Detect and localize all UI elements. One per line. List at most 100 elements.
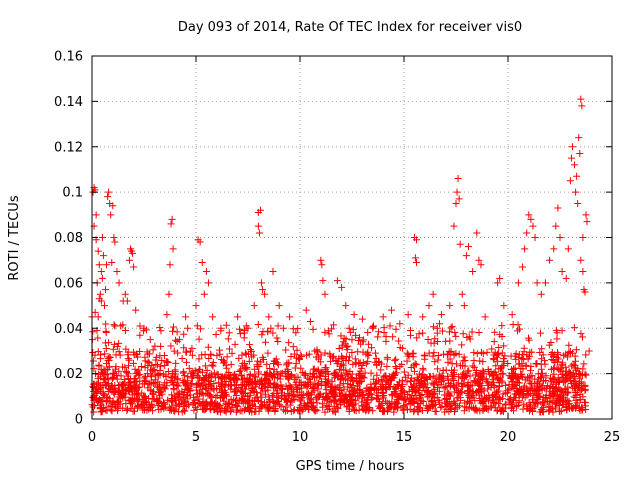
data-point bbox=[559, 359, 567, 367]
data-point bbox=[563, 389, 571, 397]
data-point bbox=[359, 336, 367, 344]
data-point bbox=[125, 356, 133, 364]
data-point bbox=[321, 290, 329, 298]
data-point bbox=[563, 396, 571, 404]
data-point bbox=[315, 379, 323, 387]
data-point bbox=[254, 222, 262, 230]
data-point bbox=[185, 401, 193, 409]
data-point bbox=[277, 381, 285, 389]
data-point bbox=[245, 341, 253, 349]
data-point bbox=[395, 395, 403, 403]
data-point bbox=[546, 392, 554, 400]
data-point bbox=[512, 382, 520, 390]
data-point bbox=[110, 373, 118, 381]
data-point bbox=[340, 385, 348, 393]
data-point bbox=[411, 367, 419, 375]
data-point bbox=[435, 371, 443, 379]
data-point bbox=[273, 383, 281, 391]
data-point bbox=[248, 408, 256, 416]
data-point bbox=[91, 308, 99, 316]
data-point bbox=[551, 388, 559, 396]
data-point bbox=[220, 397, 228, 405]
data-point bbox=[523, 229, 531, 237]
data-point bbox=[118, 380, 126, 388]
x-tick-label: 5 bbox=[192, 430, 200, 445]
data-point bbox=[223, 364, 231, 372]
data-point bbox=[403, 357, 411, 365]
data-point bbox=[365, 340, 373, 348]
data-point bbox=[334, 357, 342, 365]
data-point bbox=[216, 394, 224, 402]
data-point bbox=[517, 373, 525, 381]
data-point bbox=[202, 390, 210, 398]
data-point bbox=[170, 323, 177, 331]
data-point bbox=[131, 365, 139, 373]
data-point bbox=[438, 327, 446, 335]
data-point bbox=[392, 384, 400, 392]
data-point bbox=[372, 395, 380, 403]
data-point bbox=[324, 378, 332, 386]
data-point bbox=[127, 382, 135, 390]
data-point bbox=[387, 403, 395, 411]
data-point bbox=[547, 374, 555, 382]
data-point bbox=[386, 375, 394, 383]
data-point bbox=[257, 384, 265, 392]
data-point bbox=[237, 381, 245, 389]
data-point bbox=[324, 405, 332, 413]
data-point bbox=[115, 348, 123, 356]
data-point bbox=[545, 341, 553, 349]
data-point bbox=[537, 360, 545, 368]
data-point bbox=[539, 377, 547, 385]
data-point bbox=[294, 325, 302, 333]
data-point bbox=[270, 365, 278, 373]
data-point bbox=[471, 397, 479, 405]
data-point bbox=[93, 380, 101, 388]
data-point bbox=[271, 358, 279, 366]
data-point bbox=[578, 385, 586, 393]
data-point bbox=[99, 389, 107, 397]
data-point bbox=[351, 392, 359, 400]
data-point bbox=[186, 347, 194, 355]
data-point bbox=[309, 325, 317, 333]
data-point bbox=[432, 408, 440, 416]
data-point bbox=[562, 363, 570, 371]
data-point bbox=[392, 325, 400, 333]
data-point bbox=[113, 375, 121, 383]
data-point bbox=[390, 408, 398, 416]
data-point bbox=[270, 371, 278, 379]
data-point bbox=[97, 366, 105, 374]
y-tick-label: 0.08 bbox=[54, 231, 83, 246]
data-point bbox=[188, 351, 196, 359]
data-point bbox=[459, 371, 467, 379]
data-point bbox=[202, 362, 210, 370]
data-point bbox=[277, 402, 285, 410]
data-point bbox=[268, 391, 276, 399]
data-point bbox=[89, 384, 97, 392]
data-point bbox=[491, 404, 499, 412]
data-point bbox=[392, 355, 400, 363]
data-point bbox=[509, 382, 517, 390]
data-point bbox=[182, 348, 190, 356]
data-point bbox=[110, 234, 118, 241]
data-point bbox=[576, 375, 584, 383]
data-point bbox=[196, 366, 204, 374]
data-point bbox=[376, 403, 384, 411]
data-point bbox=[257, 358, 265, 366]
data-point bbox=[300, 401, 308, 409]
data-point bbox=[146, 336, 154, 344]
data-point bbox=[213, 400, 221, 408]
data-point bbox=[105, 353, 113, 361]
data-point bbox=[194, 380, 202, 388]
data-point bbox=[102, 320, 110, 328]
data-point bbox=[573, 399, 581, 407]
data-point bbox=[532, 399, 540, 407]
data-point bbox=[495, 344, 503, 352]
data-point bbox=[299, 369, 307, 377]
data-point bbox=[264, 327, 272, 335]
data-point bbox=[158, 356, 166, 364]
data-point bbox=[273, 390, 281, 398]
data-point bbox=[411, 254, 419, 262]
data-point bbox=[484, 366, 492, 374]
data-point bbox=[198, 376, 206, 384]
data-point bbox=[255, 407, 263, 415]
